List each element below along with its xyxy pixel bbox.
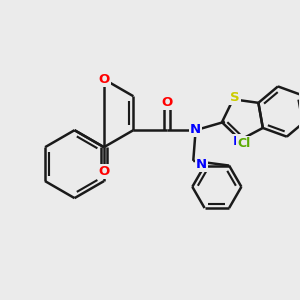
Text: O: O — [162, 96, 173, 109]
Text: S: S — [230, 91, 240, 104]
Text: O: O — [98, 165, 110, 178]
Text: N: N — [196, 158, 207, 171]
Text: O: O — [98, 73, 110, 86]
Text: N: N — [190, 123, 201, 136]
Text: Cl: Cl — [237, 137, 251, 150]
Text: N: N — [233, 135, 244, 148]
